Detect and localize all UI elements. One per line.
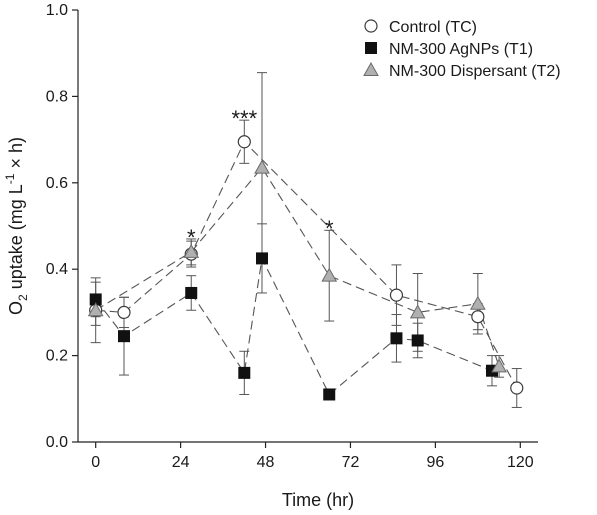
significance-marker: * bbox=[187, 225, 196, 250]
series-line bbox=[95, 256, 493, 396]
marker-triangle bbox=[183, 243, 200, 258]
marker-square bbox=[411, 334, 424, 347]
y-tick-label: 0.4 bbox=[46, 261, 68, 278]
error-bars bbox=[90, 72, 522, 408]
x-tick-label: 72 bbox=[342, 454, 360, 471]
marker-circle bbox=[237, 135, 251, 149]
legend-label: NM-300 Dispersant (T2) bbox=[389, 63, 561, 80]
significance-annotations: ***** bbox=[187, 106, 334, 250]
marker-square bbox=[256, 252, 268, 265]
marker-square bbox=[323, 388, 336, 401]
y-axis-label-o: O bbox=[6, 301, 26, 315]
marker-square bbox=[185, 286, 198, 299]
series-lines bbox=[95, 140, 518, 396]
marker-triangle bbox=[409, 304, 426, 319]
marker-circle bbox=[471, 310, 485, 324]
x-axis-label: Time (hr) bbox=[282, 490, 354, 510]
axes: 0.0 0.2 0.4 0.6 0.8 1.0 0 24 48 72 96 120 bbox=[46, 2, 538, 471]
marker-triangle bbox=[254, 159, 270, 174]
y-tick-label: 0.2 bbox=[46, 348, 68, 365]
legend: Control (TC) NM-300 AgNPs (T1) NM-300 Disp… bbox=[363, 19, 561, 80]
marker-triangle bbox=[469, 295, 486, 310]
significance-marker: *** bbox=[231, 106, 257, 131]
series-line bbox=[95, 166, 500, 367]
y-axis-label: O2 uptake (mg L-1 × h) bbox=[3, 137, 30, 315]
y-tick-label: 0.8 bbox=[46, 88, 68, 105]
y-tick-label: 0.0 bbox=[46, 434, 68, 451]
marker-square bbox=[118, 330, 130, 343]
marker-square bbox=[390, 332, 403, 345]
y-tick-label: 0.6 bbox=[46, 175, 68, 192]
y-axis-label-sub: 2 bbox=[16, 294, 30, 301]
marker-circle bbox=[510, 381, 524, 395]
x-tick-label: 120 bbox=[507, 454, 534, 471]
marker-circle bbox=[389, 288, 404, 302]
y-tick-label: 1.0 bbox=[46, 2, 68, 19]
x-tick-label: 0 bbox=[91, 454, 100, 471]
marker-square bbox=[238, 366, 251, 379]
data-markers bbox=[87, 135, 524, 401]
x-tick-label: 24 bbox=[172, 454, 190, 471]
marker-circle bbox=[117, 305, 131, 319]
x-tick-label: 96 bbox=[426, 454, 444, 471]
legend-label: NM-300 AgNPs (T1) bbox=[389, 41, 533, 58]
y-axis-label-sup: -1 bbox=[3, 173, 17, 184]
marker-circle bbox=[364, 19, 378, 33]
marker-triangle bbox=[87, 302, 104, 317]
x-tick-label: 48 bbox=[257, 454, 275, 471]
legend-label: Control (TC) bbox=[389, 19, 477, 36]
y-axis-label-mid: uptake (mg L bbox=[6, 184, 26, 294]
marker-triangle bbox=[321, 267, 338, 282]
marker-square bbox=[365, 42, 377, 54]
series-line bbox=[95, 140, 518, 389]
marker-triangle bbox=[363, 61, 379, 76]
marker-triangle bbox=[491, 358, 507, 373]
y-axis-label-end: × h) bbox=[6, 137, 26, 174]
significance-marker: * bbox=[325, 216, 334, 241]
